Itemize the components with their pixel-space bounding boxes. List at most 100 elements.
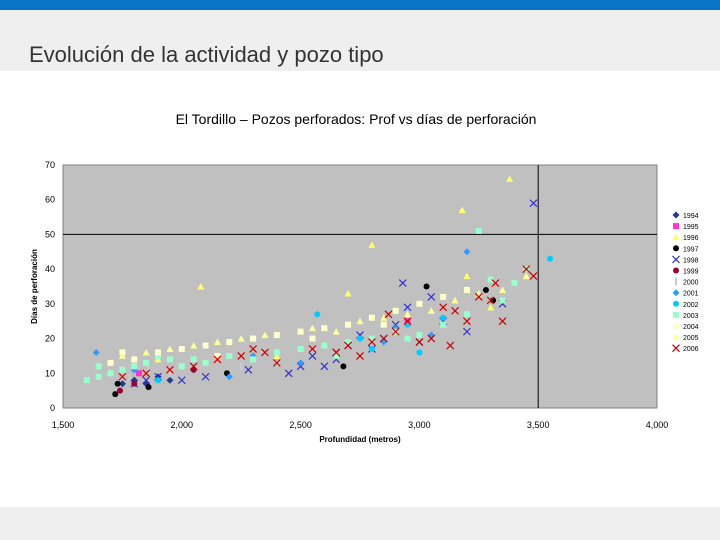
data-point bbox=[118, 352, 126, 359]
data-point bbox=[423, 283, 430, 290]
x-tick-label: 1,500 bbox=[52, 420, 75, 430]
legend-marker bbox=[673, 323, 679, 329]
legend-marker bbox=[672, 289, 680, 297]
data-point bbox=[368, 345, 375, 352]
data-point bbox=[474, 292, 483, 301]
data-point bbox=[308, 352, 317, 360]
legend-marker bbox=[672, 344, 680, 353]
data-point bbox=[114, 380, 121, 387]
data-point bbox=[166, 376, 174, 384]
legend-marker bbox=[672, 255, 680, 264]
data-point bbox=[506, 175, 514, 182]
top-accent-bar bbox=[0, 0, 720, 10]
x-axis-label: Profundidad (metros) bbox=[319, 435, 401, 444]
data-point-stroke bbox=[213, 355, 222, 364]
data-point bbox=[213, 355, 222, 364]
data-point-stroke bbox=[522, 265, 531, 274]
data-point bbox=[458, 206, 466, 214]
data-point bbox=[321, 342, 328, 349]
series-2006 bbox=[118, 265, 538, 381]
data-point bbox=[498, 317, 507, 326]
legend-label: 2005 bbox=[683, 335, 699, 342]
x-tick-label: 3,500 bbox=[527, 420, 550, 430]
x-tick-label: 4,000 bbox=[646, 420, 669, 430]
data-point-stroke bbox=[403, 317, 412, 326]
data-point bbox=[491, 279, 500, 287]
data-point-stroke bbox=[367, 338, 376, 346]
data-point-stroke bbox=[427, 334, 436, 343]
data-point-stroke bbox=[498, 317, 507, 326]
data-point bbox=[440, 321, 447, 328]
data-point-stroke bbox=[403, 303, 412, 312]
data-point-stroke bbox=[201, 372, 210, 381]
y-tick-label: 30 bbox=[45, 299, 55, 309]
data-point-stroke bbox=[398, 279, 407, 287]
data-point bbox=[297, 328, 304, 335]
data-point bbox=[166, 345, 174, 352]
data-point bbox=[462, 327, 471, 336]
data-point bbox=[128, 372, 131, 381]
data-point bbox=[446, 341, 455, 350]
legend-marker bbox=[673, 245, 679, 252]
data-point bbox=[92, 348, 100, 356]
data-point bbox=[404, 310, 412, 318]
data-point-stroke bbox=[244, 365, 253, 374]
data-point bbox=[499, 297, 506, 304]
data-point bbox=[142, 376, 151, 385]
data-point bbox=[202, 359, 209, 366]
data-point bbox=[142, 348, 150, 356]
data-point-stroke bbox=[320, 362, 329, 371]
data-point bbox=[487, 276, 494, 283]
data-point bbox=[165, 365, 174, 374]
data-point-stroke bbox=[308, 352, 317, 360]
data-point bbox=[261, 348, 269, 357]
legend-marker bbox=[672, 211, 680, 219]
data-point-stroke bbox=[427, 292, 436, 301]
data-point bbox=[273, 352, 281, 359]
data-point bbox=[345, 321, 352, 328]
data-point-stroke bbox=[486, 296, 495, 305]
data-point bbox=[237, 352, 246, 360]
y-axis-label: Días de perforación bbox=[30, 249, 39, 324]
data-point-stroke bbox=[308, 345, 317, 353]
data-point bbox=[440, 293, 447, 300]
legend-label: 1994 bbox=[683, 213, 699, 220]
data-point bbox=[320, 362, 329, 371]
data-point bbox=[155, 352, 162, 359]
data-point bbox=[136, 370, 143, 377]
data-point-stroke bbox=[491, 279, 500, 287]
data-point bbox=[226, 352, 233, 359]
legend-label: 2000 bbox=[683, 280, 699, 287]
data-point bbox=[237, 335, 245, 342]
data-point bbox=[309, 335, 316, 342]
data-point bbox=[462, 317, 471, 326]
legend-label: 2003 bbox=[683, 313, 699, 320]
data-point bbox=[145, 384, 152, 391]
data-point bbox=[463, 248, 471, 256]
page-title: Evolución de la actividad y pozo tipo bbox=[29, 42, 384, 67]
data-point bbox=[95, 373, 102, 380]
data-point bbox=[427, 334, 436, 343]
y-tick-label: 60 bbox=[45, 195, 55, 205]
data-point-stroke bbox=[237, 352, 246, 360]
data-point bbox=[380, 314, 388, 321]
data-point bbox=[197, 283, 205, 290]
legend-marker bbox=[673, 311, 679, 318]
data-point bbox=[482, 286, 489, 293]
data-point bbox=[178, 345, 185, 352]
data-point-stroke bbox=[451, 306, 459, 315]
data-point bbox=[345, 339, 352, 346]
data-point bbox=[367, 338, 376, 346]
y-tick-label: 10 bbox=[45, 368, 55, 378]
data-point bbox=[451, 296, 459, 304]
data-point bbox=[344, 289, 352, 297]
data-point-stroke bbox=[261, 348, 269, 357]
data-point bbox=[344, 341, 353, 350]
data-point-stroke bbox=[118, 372, 127, 381]
data-point bbox=[511, 280, 518, 287]
y-tick-label: 50 bbox=[45, 229, 55, 239]
data-point bbox=[463, 286, 470, 293]
data-point bbox=[273, 349, 280, 356]
data-point-stroke bbox=[415, 338, 424, 346]
data-point bbox=[131, 380, 138, 387]
